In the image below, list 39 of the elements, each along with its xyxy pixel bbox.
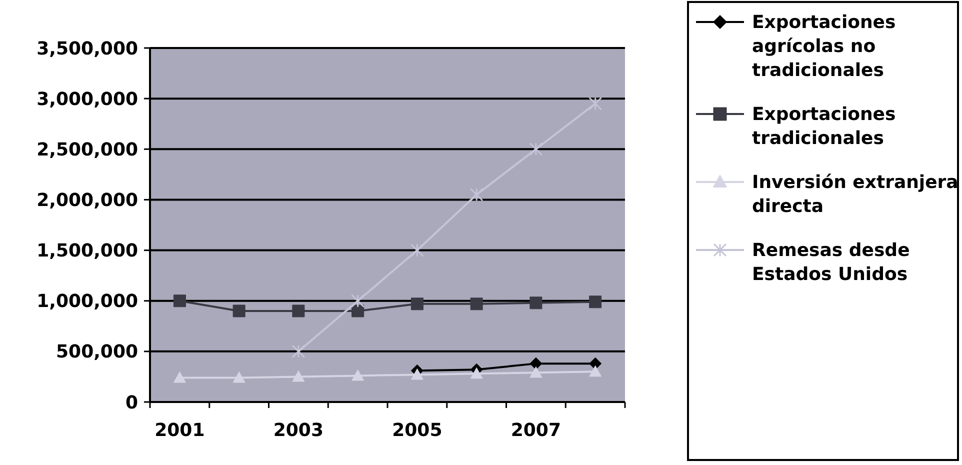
legend-label: Exportaciones agrícolas no tradicionales [752, 12, 896, 81]
point [530, 366, 542, 378]
point [173, 294, 186, 308]
y-tick-label: 2,000,000 [36, 190, 138, 212]
point [530, 357, 542, 370]
point [292, 370, 305, 382]
point [352, 369, 364, 381]
y-tick-label: 0 [125, 392, 138, 414]
y-tick-label: 3,000,000 [36, 88, 138, 110]
point [292, 344, 306, 358]
point [410, 298, 424, 310]
legend-label: Remesas desde Estados Unidos [752, 240, 910, 285]
y-tick-label: 2,500,000 [36, 139, 138, 160]
point [232, 304, 246, 318]
point [589, 365, 602, 377]
y-tick-label: 1,000,000 [36, 291, 138, 312]
point [232, 371, 246, 383]
y-tick-label: 500,000 [56, 342, 138, 363]
point [589, 296, 602, 308]
point [470, 367, 483, 379]
point [470, 298, 483, 310]
legend-label: Exportaciones tradicionales [752, 104, 896, 149]
point [173, 371, 186, 383]
legend-label: Inversión extranjera directa [752, 172, 958, 217]
point [352, 304, 364, 318]
point [410, 368, 424, 380]
point [530, 296, 542, 310]
x-tick-label: 2005 [392, 420, 442, 441]
x-tick-label: 2001 [154, 420, 205, 441]
y-tick-label: 1,500,000 [36, 240, 138, 262]
point [292, 304, 305, 318]
y-tick-label: 3,500,000 [36, 38, 138, 60]
point [588, 96, 602, 110]
point [470, 188, 484, 202]
point [529, 142, 543, 156]
point [410, 244, 424, 258]
x-tick-label: 2007 [510, 420, 561, 441]
point [351, 294, 365, 308]
x-tick-label: 2003 [273, 420, 324, 441]
